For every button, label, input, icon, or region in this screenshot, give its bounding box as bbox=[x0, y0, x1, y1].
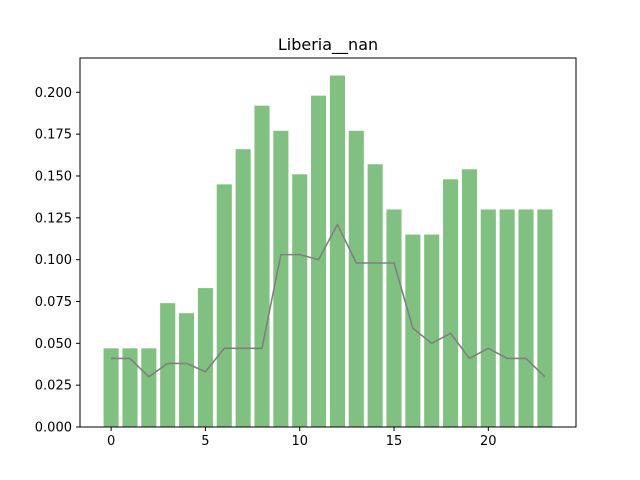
bar-10 bbox=[292, 174, 308, 427]
y-tick-label-8: 0.200 bbox=[35, 86, 72, 101]
y-tick-label-2: 0.050 bbox=[35, 337, 72, 352]
bar-2 bbox=[141, 348, 157, 427]
x-tick-label-5: 5 bbox=[201, 434, 209, 449]
x-tick-label-0: 0 bbox=[107, 434, 115, 449]
y-tick-label-1: 0.025 bbox=[35, 379, 72, 394]
bar-18 bbox=[443, 179, 459, 427]
x-tick-label-10: 10 bbox=[291, 434, 308, 449]
axes: 0 5 10 15 20 0.000 0.025 0.050 0.075 0.100 0.125 0.… bbox=[35, 57, 577, 449]
bar-5 bbox=[197, 288, 213, 427]
bar-6 bbox=[216, 184, 232, 427]
bar-7 bbox=[235, 149, 251, 427]
y-tick-label-6: 0.150 bbox=[35, 169, 72, 184]
y-tick-label-0: 0.000 bbox=[35, 421, 72, 436]
bar-19 bbox=[461, 169, 477, 428]
bar-21 bbox=[499, 209, 515, 427]
y-tick-label-3: 0.075 bbox=[35, 295, 72, 310]
bar-22 bbox=[518, 209, 534, 427]
plot-area bbox=[103, 75, 553, 428]
bar-9 bbox=[273, 130, 289, 428]
bar-23 bbox=[537, 209, 553, 427]
bar-17 bbox=[424, 234, 440, 427]
x-tick-label-15: 15 bbox=[386, 434, 403, 449]
bar-8 bbox=[254, 105, 270, 427]
bar-3 bbox=[160, 303, 176, 427]
plot-frame bbox=[79, 57, 577, 428]
x-tick-label-20: 20 bbox=[480, 434, 497, 449]
bar-4 bbox=[179, 313, 195, 427]
y-tick-label-5: 0.125 bbox=[35, 211, 72, 226]
chart-title: Liberia__nan bbox=[278, 35, 378, 55]
bar-13 bbox=[348, 130, 364, 428]
bar-14 bbox=[367, 164, 383, 427]
y-tick-label-7: 0.175 bbox=[35, 128, 72, 143]
bar-16 bbox=[405, 234, 421, 427]
bar-0 bbox=[103, 348, 119, 427]
bar-15 bbox=[386, 209, 402, 427]
bar-11 bbox=[311, 95, 327, 428]
bar-1 bbox=[122, 348, 138, 427]
bar-12 bbox=[329, 75, 345, 427]
bar-20 bbox=[480, 209, 496, 427]
y-tick-label-4: 0.100 bbox=[35, 253, 72, 268]
series-line bbox=[111, 223, 546, 378]
